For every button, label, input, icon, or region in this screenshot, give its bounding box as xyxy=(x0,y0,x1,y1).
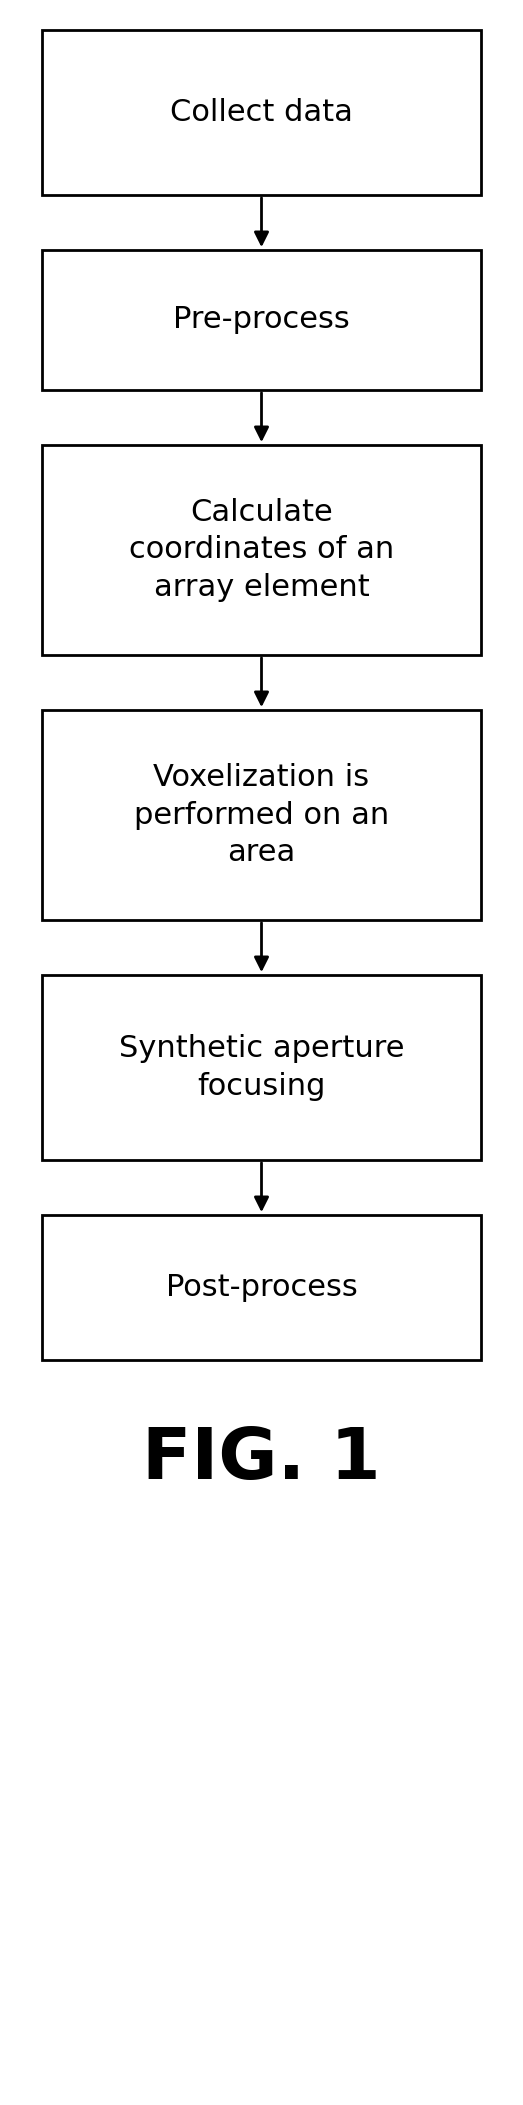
Bar xyxy=(42,709,481,920)
Text: Voxelization is
performed on an
area: Voxelization is performed on an area xyxy=(134,764,389,867)
Bar xyxy=(42,444,481,655)
Text: Synthetic aperture
focusing: Synthetic aperture focusing xyxy=(119,1034,404,1101)
Text: FIG. 1: FIG. 1 xyxy=(142,1425,381,1495)
Text: Post-process: Post-process xyxy=(166,1274,357,1303)
Bar xyxy=(42,1215,481,1360)
Bar xyxy=(42,975,481,1160)
Text: Collect data: Collect data xyxy=(170,99,353,126)
Text: Pre-process: Pre-process xyxy=(173,305,350,335)
Bar xyxy=(42,29,481,196)
Bar xyxy=(42,250,481,389)
Text: Calculate
coordinates of an
array element: Calculate coordinates of an array elemen… xyxy=(129,499,394,602)
